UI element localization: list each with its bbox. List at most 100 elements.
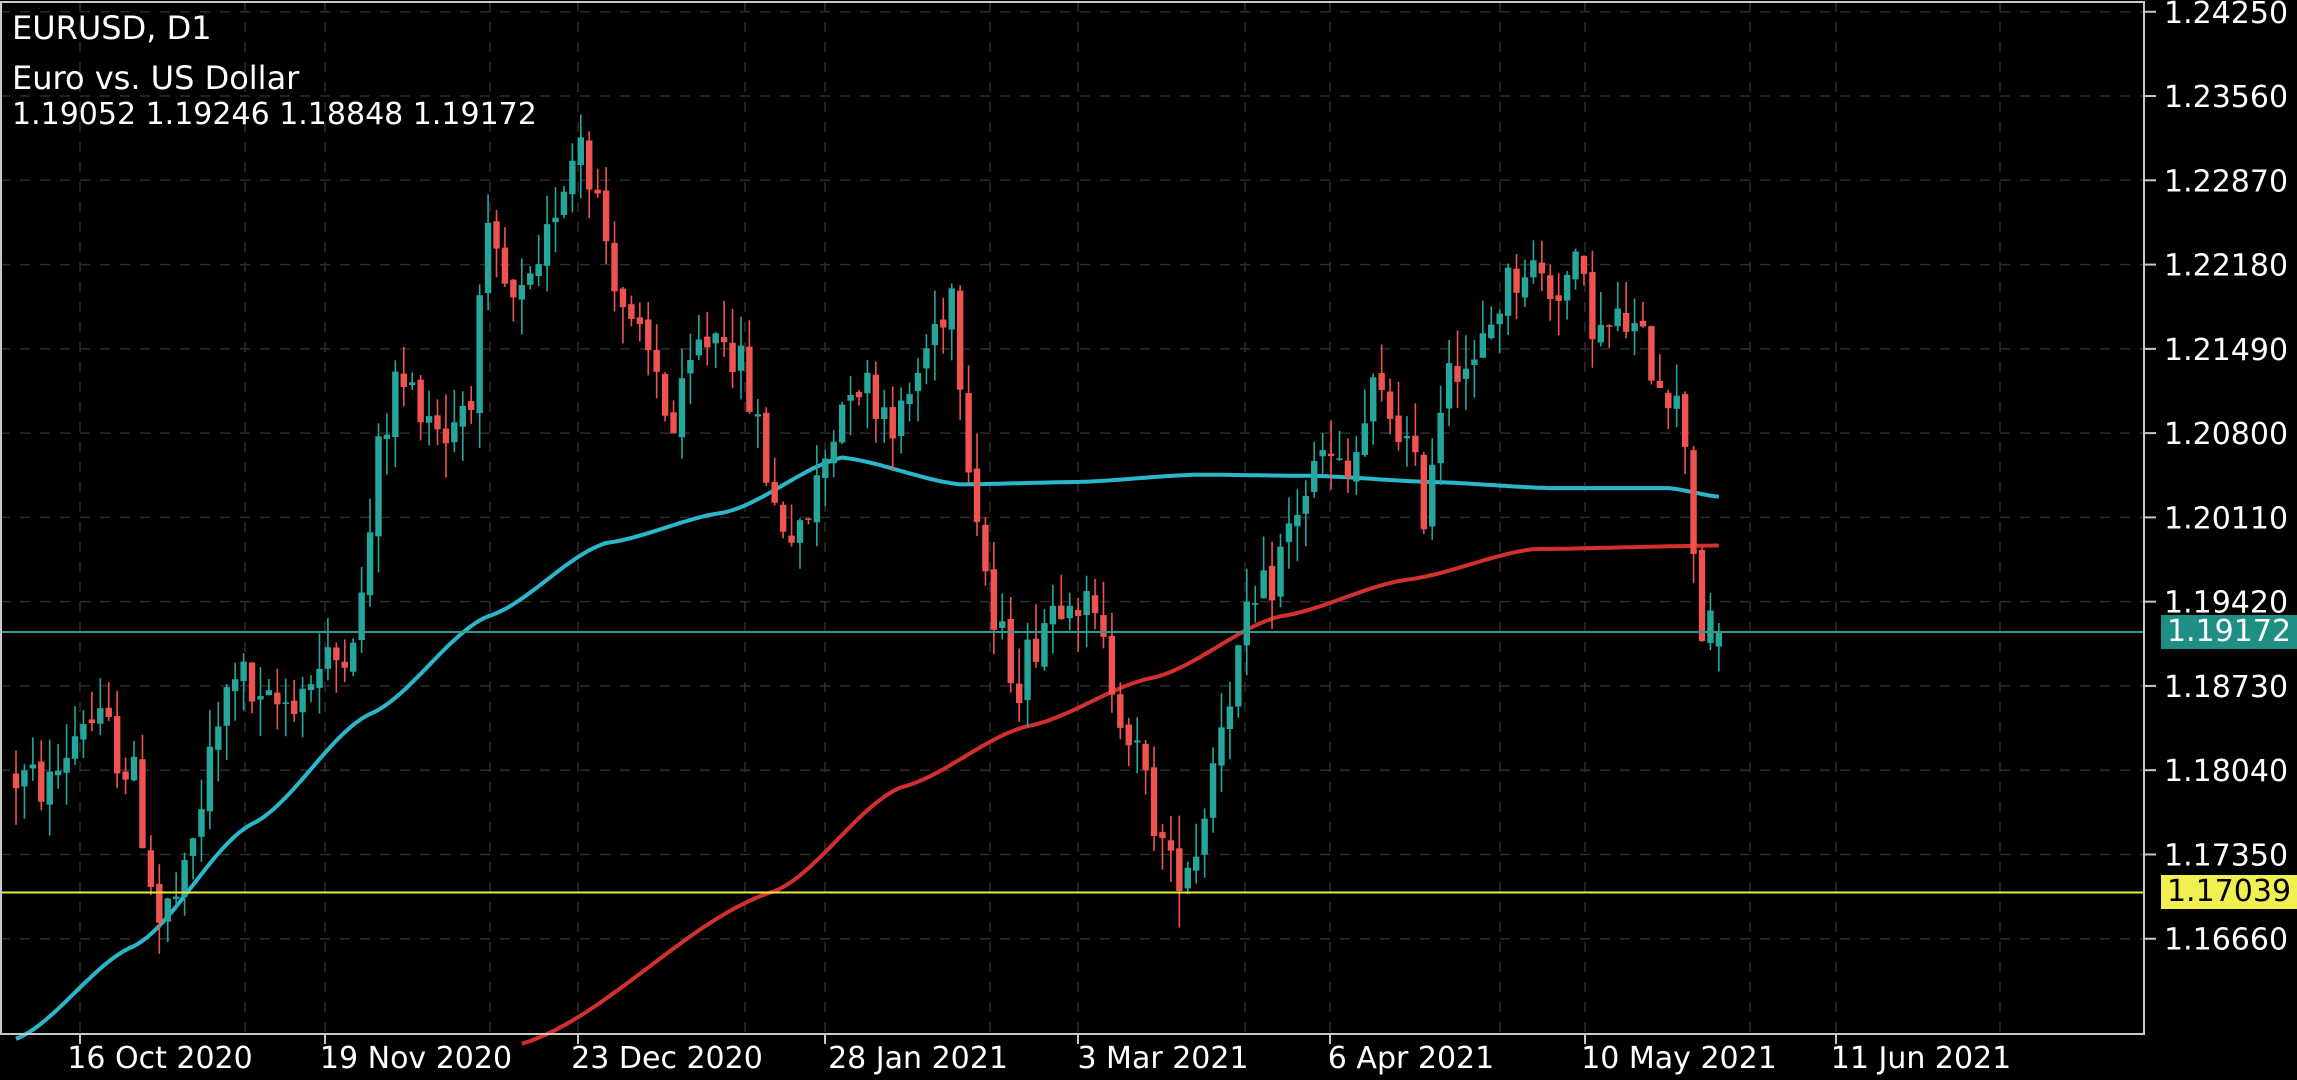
- candle-body: [265, 690, 273, 696]
- candle-body: [147, 850, 155, 887]
- candle-body: [1201, 818, 1208, 855]
- candle-body: [257, 696, 264, 700]
- candle-body: [1091, 595, 1099, 614]
- candle-body: [1353, 452, 1360, 482]
- candle-body: [240, 661, 247, 682]
- candle-body: [316, 668, 323, 688]
- candle-body: [965, 392, 972, 473]
- candle-body: [619, 288, 627, 308]
- candle-body: [1538, 262, 1546, 274]
- candle-body: [1631, 323, 1638, 332]
- candle-body: [543, 224, 551, 266]
- symbol-description: Euro vs. US Dollar: [12, 59, 300, 97]
- candle-body: [1429, 464, 1436, 527]
- y-tick-label: 1.18040: [2164, 754, 2288, 789]
- level-price-label: 1.17039: [2161, 875, 2297, 910]
- candle-body: [1252, 602, 1259, 605]
- candle-body: [1395, 415, 1402, 443]
- candle-body: [274, 692, 281, 705]
- candle-body: [830, 441, 837, 464]
- candle-body: [442, 428, 450, 444]
- bid-price-label: 1.19172: [2161, 614, 2297, 649]
- candle-body: [805, 518, 812, 520]
- candle-body: [113, 716, 121, 774]
- candle-body: [1648, 326, 1655, 381]
- candle-body: [409, 382, 416, 386]
- candle-body: [1504, 267, 1512, 316]
- candlesticks: [12, 114, 1723, 954]
- candle-body: [906, 394, 913, 405]
- candle-body: [982, 524, 989, 572]
- candle-body: [21, 770, 28, 787]
- candle-body: [931, 324, 939, 346]
- candle-body: [97, 708, 104, 724]
- candle-body: [1370, 377, 1377, 422]
- candle-body: [1496, 313, 1503, 325]
- candle-body: [695, 339, 703, 356]
- candle-body: [1462, 368, 1470, 379]
- candle-body: [172, 896, 180, 899]
- candle-body: [1656, 380, 1664, 388]
- candle-body: [956, 290, 964, 390]
- candle-body: [341, 661, 348, 668]
- candle-body: [796, 520, 804, 543]
- candle-body: [1260, 570, 1267, 599]
- candle-body: [670, 412, 677, 434]
- time-axis: 16 Oct 2020 19 Nov 2020 23 Dec 2020 28 Jan …: [67, 1034, 2011, 1076]
- candle-body: [1622, 312, 1630, 332]
- candle-body: [1580, 255, 1588, 274]
- candle-body: [864, 372, 871, 394]
- candle-body: [535, 264, 542, 277]
- candle-body: [350, 642, 357, 672]
- y-tick-label: 1.17350: [2164, 838, 2288, 873]
- candle-body: [527, 273, 534, 285]
- candle-body: [1690, 450, 1697, 554]
- candle-body: [1159, 832, 1166, 839]
- candle-body: [282, 702, 289, 704]
- candle-body: [375, 436, 382, 537]
- y-tick-label: 1.23560: [2164, 80, 2288, 115]
- candle-body: [914, 372, 922, 392]
- candle-body: [1707, 610, 1714, 644]
- candle-body: [484, 222, 492, 294]
- candle-body: [1361, 423, 1368, 455]
- candle-body: [1513, 268, 1520, 293]
- candle-body: [451, 422, 458, 443]
- candle-body: [763, 412, 770, 483]
- candle-body: [105, 707, 112, 717]
- candle-body: [990, 569, 998, 630]
- candle-body: [552, 217, 559, 223]
- candle-body: [468, 401, 475, 410]
- y-tick-label: 1.22180: [2164, 249, 2288, 284]
- y-tick-label: 1.24250: [2164, 0, 2288, 31]
- candle-body: [434, 415, 441, 430]
- candle-body: [611, 242, 618, 292]
- candle-body: [206, 746, 214, 812]
- y-tick-label: 1.19420: [2164, 586, 2288, 621]
- candle-body: [366, 532, 374, 596]
- x-tick-label: 3 Mar 2021: [1077, 1041, 1248, 1076]
- candle-body: [1479, 333, 1487, 358]
- candle-body: [1108, 635, 1116, 695]
- candle-body: [400, 373, 407, 387]
- candle-body: [746, 346, 753, 412]
- candle-body: [38, 761, 45, 802]
- candle-body: [1319, 450, 1326, 457]
- candle-body: [720, 337, 728, 343]
- candle-body: [510, 279, 517, 298]
- candle-body: [139, 759, 146, 849]
- candle-body: [1074, 609, 1082, 616]
- candle-body: [569, 160, 576, 195]
- candle-body: [1420, 454, 1428, 530]
- candle-body: [1066, 605, 1073, 619]
- candle-body: [687, 360, 694, 374]
- candle-body: [156, 883, 163, 923]
- candle-body: [636, 317, 644, 325]
- candle-body: [122, 771, 129, 780]
- candle-body: [1117, 694, 1124, 728]
- candle-body: [71, 736, 79, 759]
- horizontal-lines: [0, 630, 2144, 894]
- candle-body: [417, 379, 424, 423]
- candle-body: [1243, 601, 1250, 646]
